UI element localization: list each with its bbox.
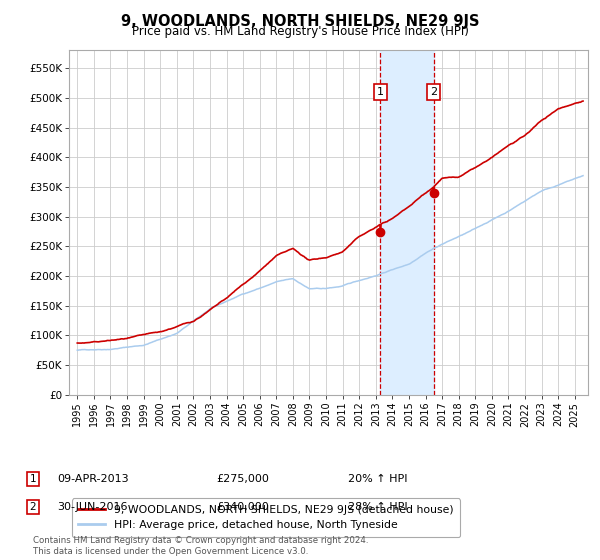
Text: 1: 1 [377, 87, 384, 97]
Text: 30-JUN-2016: 30-JUN-2016 [57, 502, 128, 512]
Text: 20% ↑ HPI: 20% ↑ HPI [348, 474, 407, 484]
Text: 9, WOODLANDS, NORTH SHIELDS, NE29 9JS: 9, WOODLANDS, NORTH SHIELDS, NE29 9JS [121, 14, 479, 29]
Legend: 9, WOODLANDS, NORTH SHIELDS, NE29 9JS (detached house), HPI: Average price, deta: 9, WOODLANDS, NORTH SHIELDS, NE29 9JS (d… [72, 498, 460, 537]
Text: £340,000: £340,000 [216, 502, 269, 512]
Bar [380, 50, 434, 395]
Text: 28% ↑ HPI: 28% ↑ HPI [348, 502, 407, 512]
Text: 2: 2 [29, 502, 37, 512]
Text: 1: 1 [29, 474, 37, 484]
Text: 09-APR-2013: 09-APR-2013 [57, 474, 128, 484]
Text: £275,000: £275,000 [216, 474, 269, 484]
Text: Contains HM Land Registry data © Crown copyright and database right 2024.
This d: Contains HM Land Registry data © Crown c… [33, 536, 368, 556]
Text: 2: 2 [430, 87, 437, 97]
Text: Price paid vs. HM Land Registry's House Price Index (HPI): Price paid vs. HM Land Registry's House … [131, 25, 469, 38]
